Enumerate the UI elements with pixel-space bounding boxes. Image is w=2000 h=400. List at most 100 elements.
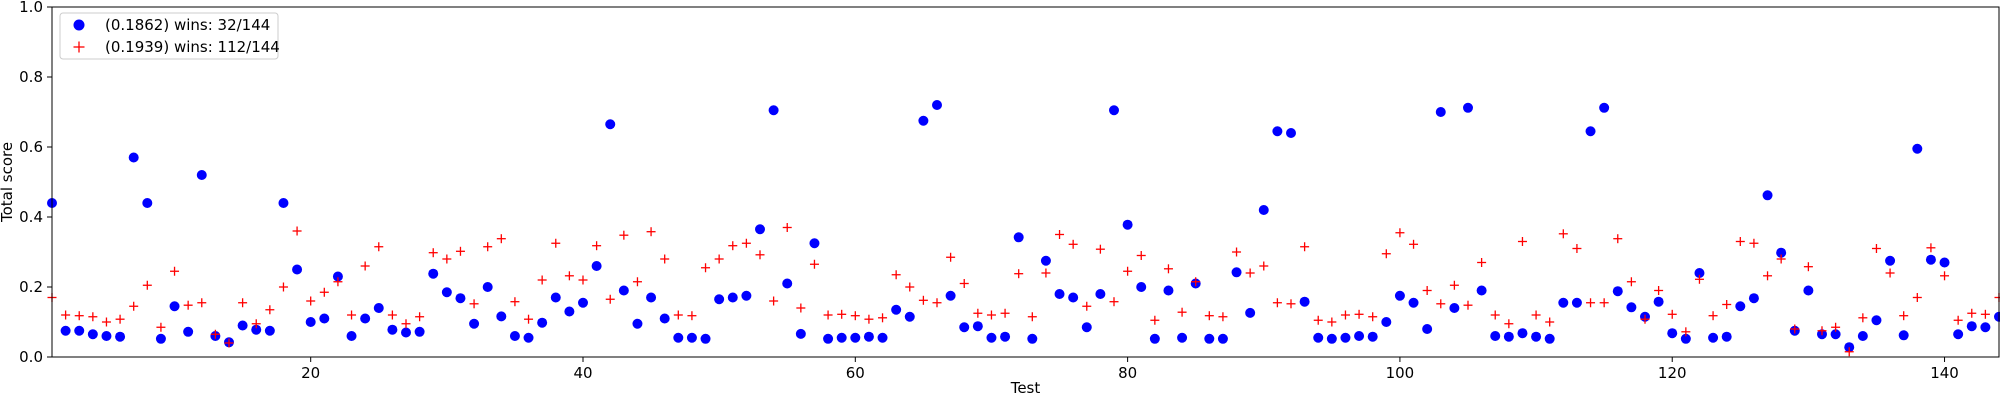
data-point-red [251,319,261,329]
data-point-blue [1871,315,1882,326]
data-point-blue [305,317,316,327]
data-point-red [1191,277,1201,287]
data-point-red [170,266,180,276]
data-point-blue [1149,333,1160,344]
data-point-red [333,277,343,287]
data-point-blue [87,329,98,340]
data-point-blue [605,119,616,130]
data-point-blue [1177,332,1188,343]
data-point-red [1436,299,1446,309]
data-point-blue [1517,328,1528,339]
data-point-red [1177,307,1187,317]
data-point-blue [1286,128,1296,138]
data-point-blue [387,324,398,335]
data-point-blue [360,313,371,324]
data-point-blue [1721,331,1732,342]
data-point-blue [428,268,439,279]
data-point-blue [1476,285,1487,296]
data-point-blue [332,271,343,282]
data-point-blue [1040,255,1051,266]
data-point-red [1163,264,1173,274]
data-point-red [442,254,452,264]
y-tick-label: 0.0 [19,348,43,366]
data-point-blue [1163,285,1174,296]
data-point-blue [741,290,752,301]
data-point-red [687,311,697,321]
data-point-red [632,277,642,287]
data-point-red [551,238,561,248]
plot-area [52,7,1999,357]
x-tick-label: 60 [846,364,865,382]
data-point-blue [1068,292,1079,303]
data-point-red [387,310,397,320]
data-point-blue [782,278,793,289]
data-point-blue [686,332,697,343]
data-point-red [1286,299,1296,309]
data-point-red [1449,280,1459,290]
data-point-blue [1680,333,1691,344]
data-point-red [1218,312,1228,322]
data-point-red [1735,237,1745,246]
data-point-red [1354,309,1364,319]
data-point-red [1749,238,1759,248]
data-point-red [1504,319,1514,329]
data-point-red [1531,310,1541,320]
data-point-red [1613,234,1623,244]
data-point-red [592,241,602,251]
data-point-blue [850,332,861,343]
data-point-red [1300,242,1310,252]
data-point-blue [700,333,711,344]
data-point-blue [1708,332,1719,343]
data-point-blue [1109,105,1119,116]
data-point-red [142,280,152,290]
data-point-red [1953,315,1963,325]
data-point-red [1654,286,1664,295]
data-point-blue [1245,307,1256,318]
data-point-blue [523,332,534,343]
data-point-red [1123,266,1133,276]
data-point-red [1409,239,1419,249]
data-point-blue [1612,286,1623,297]
data-point-blue [1558,297,1569,308]
data-point-red [946,252,956,262]
data-point-red [1327,317,1337,327]
data-point-red [878,313,888,323]
data-point-red [1381,249,1391,259]
data-point-blue [646,292,657,303]
data-point-red [1340,310,1350,320]
data-point-red [1681,327,1691,337]
data-point-blue [659,313,670,324]
data-point-red [864,314,874,324]
data-point-blue [1776,247,1787,258]
x-tick-label: 40 [573,364,592,382]
data-point-red [1626,277,1636,287]
data-point-blue [1326,333,1337,344]
data-point-blue [986,332,997,343]
data-point-red [1885,268,1895,278]
data-point-blue [1000,331,1011,342]
data-point-red [660,254,670,264]
data-point-red [1708,311,1718,321]
data-point-blue [1463,102,1473,113]
data-point-red [728,241,738,251]
data-point-blue [836,332,847,343]
data-point-red [796,303,806,313]
data-point-blue [891,304,902,315]
data-point-blue [618,285,629,296]
data-point-blue [823,333,834,344]
y-tick-label: 0.2 [19,278,43,296]
data-point-blue [373,303,384,313]
data-point-blue [1081,322,1092,333]
data-point-blue [237,320,248,331]
data-point-blue [1694,268,1705,278]
data-point-blue [101,331,112,341]
data-point-blue [1966,321,1977,332]
data-point-blue [1095,289,1106,299]
plot-frame [51,6,2000,358]
data-point-red [360,261,370,271]
data-point-blue [768,105,779,116]
data-point-red [619,230,629,240]
data-point-red [496,234,506,244]
data-point-blue [482,282,493,292]
data-point-blue [1381,317,1392,327]
